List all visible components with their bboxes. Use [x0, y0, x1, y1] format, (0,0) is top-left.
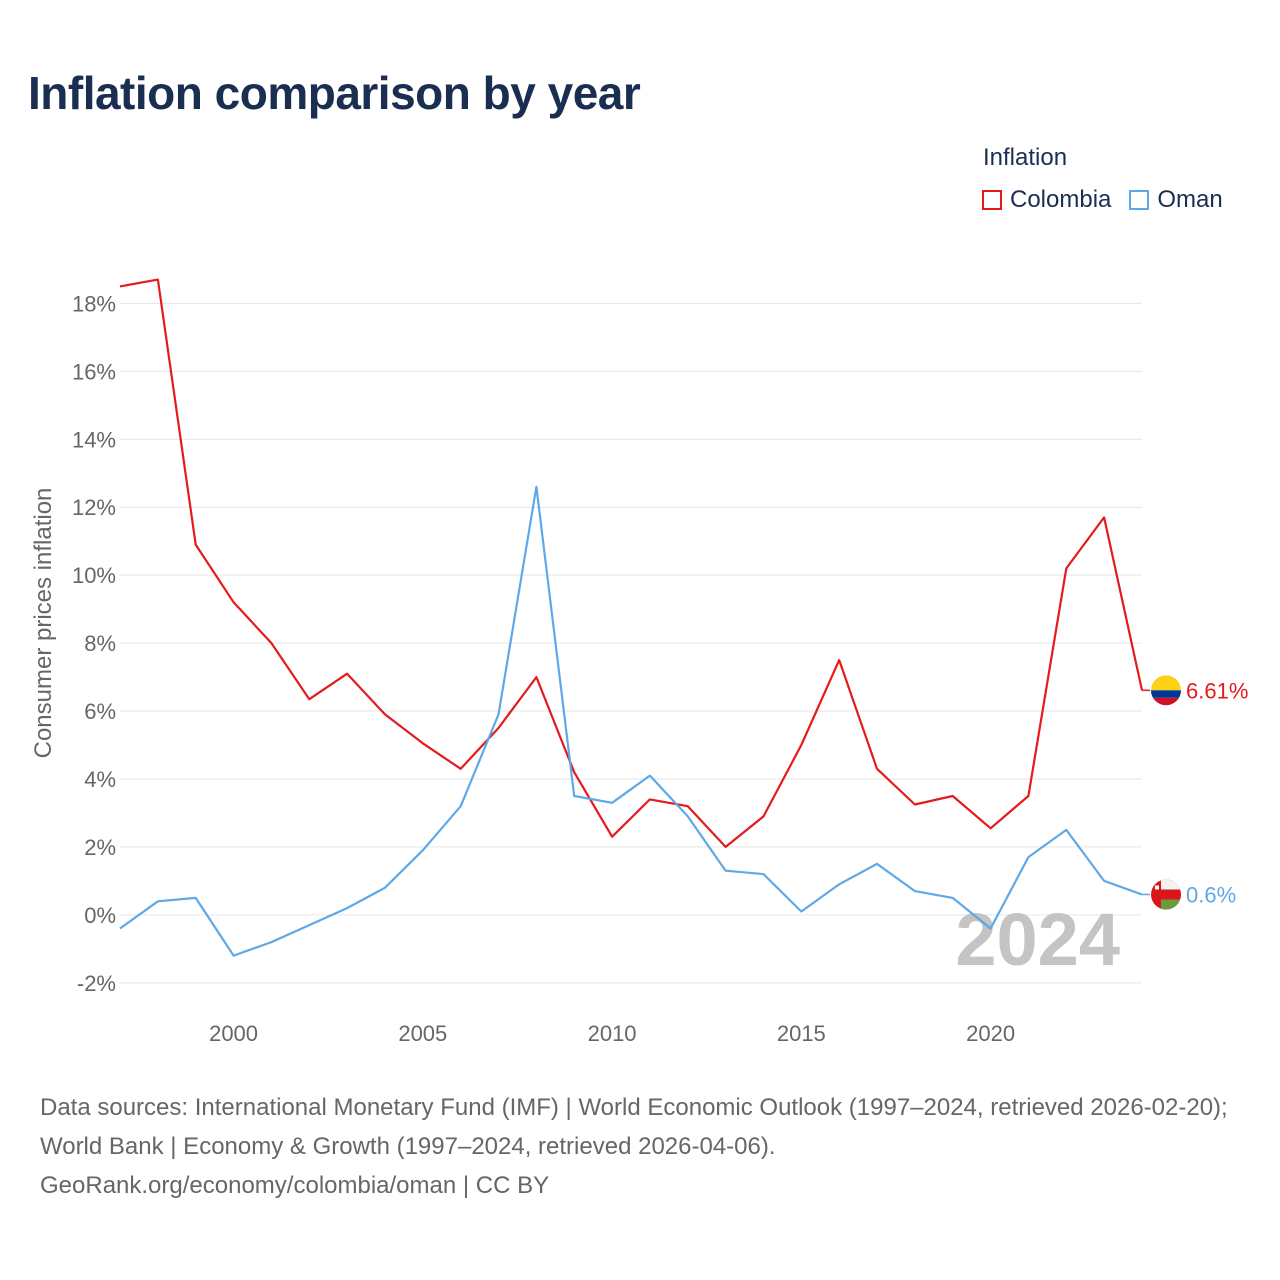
y-tick-label: 6%	[84, 699, 116, 724]
legend-swatch-oman	[1129, 190, 1150, 210]
legend-item-colombia[interactable]: Colombia	[982, 186, 1111, 214]
end-label-oman: 0.6%	[1186, 882, 1236, 907]
series-line-colombia[interactable]	[119, 278, 1144, 848]
y-tick-label: 16%	[72, 359, 116, 384]
x-tick-label: 2015	[777, 1021, 826, 1046]
x-axis-ticks: 2000 2005 2010 2015 2020	[209, 1021, 1015, 1046]
footer: Data sources: International Monetary Fun…	[40, 1088, 1250, 1205]
gridlines	[120, 302, 1142, 984]
legend-item-oman[interactable]: Oman	[1129, 186, 1223, 214]
legend-title: Inflation	[983, 144, 1068, 171]
oman-flag-icon	[1151, 879, 1181, 910]
y-tick-label: 12%	[72, 495, 116, 520]
data-sources-text: Data sources: International Monetary Fun…	[40, 1094, 1228, 1160]
y-tick-label: 14%	[72, 427, 116, 452]
y-axis-ticks: -2% 0% 2% 4% 6% 8% 10% 12% 14% 16% 18%	[72, 291, 116, 995]
legend-label-oman: Oman	[1157, 186, 1223, 213]
y-tick-label: 2%	[84, 835, 116, 860]
legend-swatch-colombia	[982, 190, 1002, 210]
series-line-oman[interactable]	[119, 485, 1143, 957]
y-tick-label: 18%	[72, 291, 116, 316]
x-tick-label: 2005	[398, 1021, 447, 1046]
y-tick-label: -2%	[77, 971, 116, 996]
y-tick-label: 0%	[84, 903, 116, 928]
series-lines	[119, 278, 1144, 957]
attribution-link[interactable]: GeoRank.org/economy/colombia/oman | CC B…	[40, 1172, 550, 1199]
chart-title: Inflation comparison by year	[28, 67, 641, 119]
y-tick-label: 8%	[84, 631, 116, 656]
x-tick-label: 2000	[209, 1021, 258, 1046]
y-tick-label: 10%	[72, 563, 116, 588]
year-watermark: 2024	[955, 898, 1120, 981]
legend: Colombia Oman	[982, 186, 1223, 214]
y-tick-label: 4%	[84, 767, 116, 792]
legend-label-colombia: Colombia	[1010, 186, 1112, 213]
colombia-flag-icon	[1151, 675, 1181, 706]
y-axis-label: Consumer prices inflation	[30, 488, 57, 759]
end-label-colombia: 6.61%	[1186, 678, 1248, 703]
x-tick-label: 2020	[966, 1021, 1015, 1046]
x-tick-label: 2010	[588, 1021, 637, 1046]
series-end-labels: 6.61% 0.6%	[1142, 675, 1248, 910]
